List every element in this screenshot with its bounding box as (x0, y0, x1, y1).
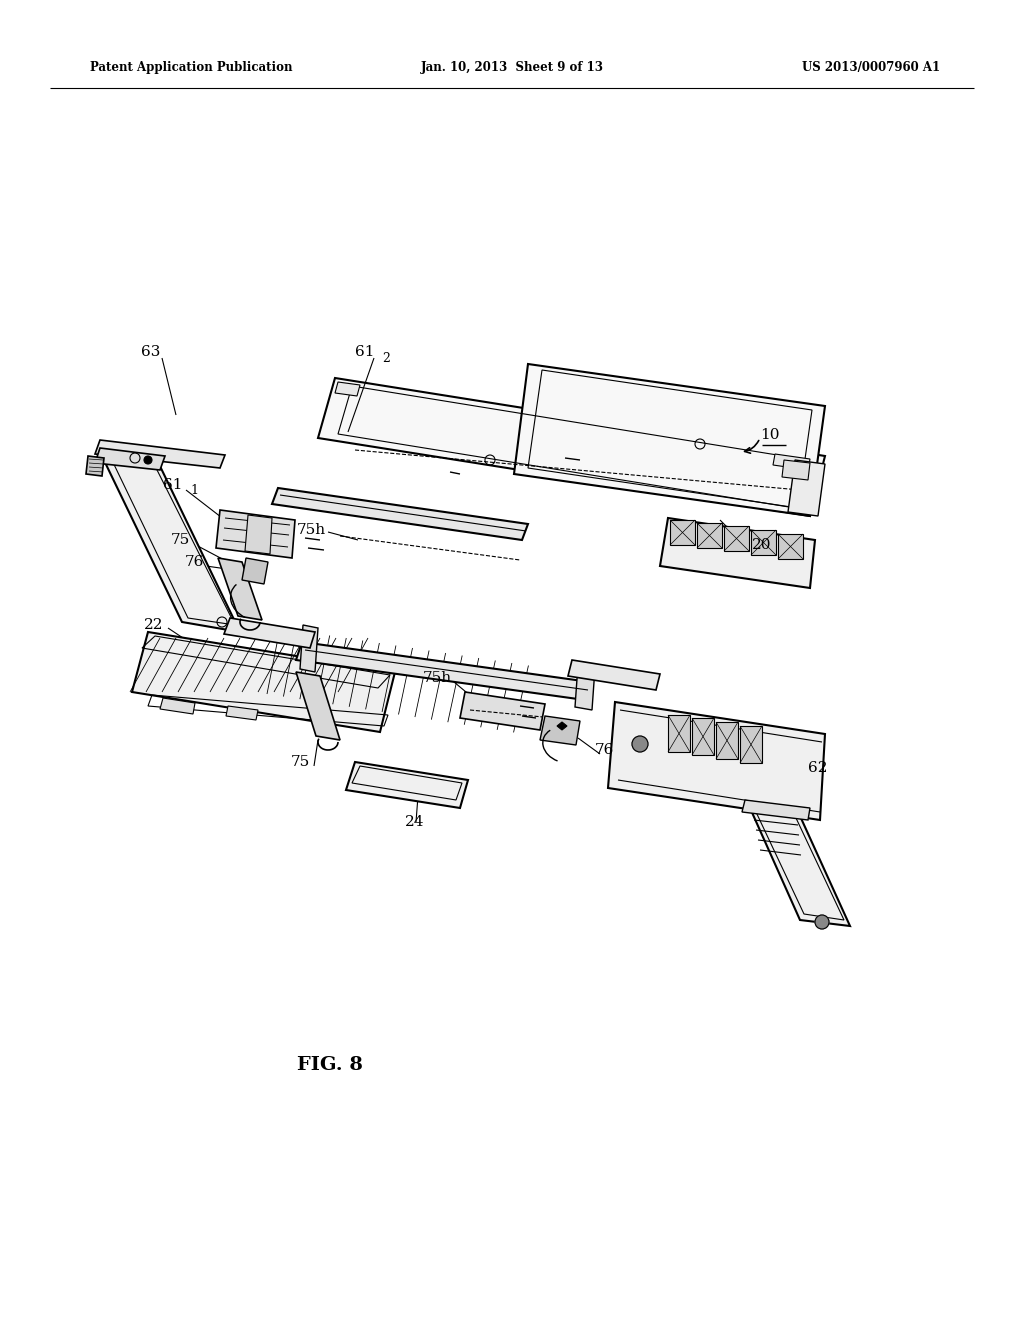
Polygon shape (782, 459, 810, 480)
Text: FIG. 8: FIG. 8 (297, 1056, 362, 1074)
Text: US 2013/0007960 A1: US 2013/0007960 A1 (802, 62, 940, 74)
Text: 63: 63 (140, 345, 160, 359)
Bar (740, 726, 762, 763)
Circle shape (144, 455, 152, 465)
Text: 62: 62 (808, 762, 827, 775)
Circle shape (632, 737, 648, 752)
Text: 75h: 75h (297, 523, 326, 537)
Polygon shape (160, 698, 195, 714)
Text: 22: 22 (143, 618, 163, 632)
Text: 76: 76 (595, 743, 614, 756)
Polygon shape (773, 454, 810, 470)
Bar (778, 535, 803, 558)
Bar (670, 520, 695, 545)
Polygon shape (224, 618, 315, 648)
Polygon shape (296, 642, 590, 700)
Text: 1: 1 (190, 484, 198, 498)
Bar (724, 525, 749, 550)
Polygon shape (296, 672, 340, 741)
Text: 61: 61 (354, 345, 374, 359)
Text: 2: 2 (382, 351, 390, 364)
Polygon shape (216, 510, 295, 558)
Text: 76: 76 (184, 554, 204, 569)
Polygon shape (514, 364, 825, 516)
Polygon shape (788, 459, 825, 516)
Polygon shape (540, 715, 580, 744)
Polygon shape (750, 808, 850, 927)
Polygon shape (100, 451, 240, 632)
Bar (751, 531, 776, 554)
Circle shape (815, 915, 829, 929)
Polygon shape (218, 558, 262, 620)
Polygon shape (272, 488, 528, 540)
Polygon shape (226, 706, 258, 719)
Polygon shape (557, 722, 567, 730)
Text: 75: 75 (291, 755, 310, 770)
Polygon shape (95, 440, 225, 469)
Polygon shape (460, 692, 545, 730)
Polygon shape (95, 447, 165, 470)
Polygon shape (608, 702, 825, 820)
Bar (697, 523, 722, 548)
Text: 61: 61 (163, 478, 182, 492)
Text: 24: 24 (406, 814, 425, 829)
Polygon shape (575, 665, 595, 710)
Polygon shape (300, 624, 318, 672)
Polygon shape (245, 515, 272, 554)
Polygon shape (346, 762, 468, 808)
Polygon shape (335, 381, 360, 396)
Polygon shape (242, 558, 268, 583)
Text: 75h: 75h (423, 671, 452, 685)
Polygon shape (742, 800, 810, 820)
Text: 20: 20 (752, 539, 771, 552)
Text: Patent Application Publication: Patent Application Publication (90, 62, 293, 74)
Polygon shape (660, 517, 815, 587)
Polygon shape (318, 378, 825, 516)
Text: 75: 75 (171, 533, 190, 546)
Polygon shape (86, 455, 104, 477)
Polygon shape (568, 660, 660, 690)
Bar (668, 715, 690, 752)
Bar (692, 718, 714, 755)
Text: Jan. 10, 2013  Sheet 9 of 13: Jan. 10, 2013 Sheet 9 of 13 (421, 62, 603, 74)
Bar (716, 722, 738, 759)
Text: 10: 10 (760, 428, 779, 442)
Polygon shape (132, 632, 395, 733)
